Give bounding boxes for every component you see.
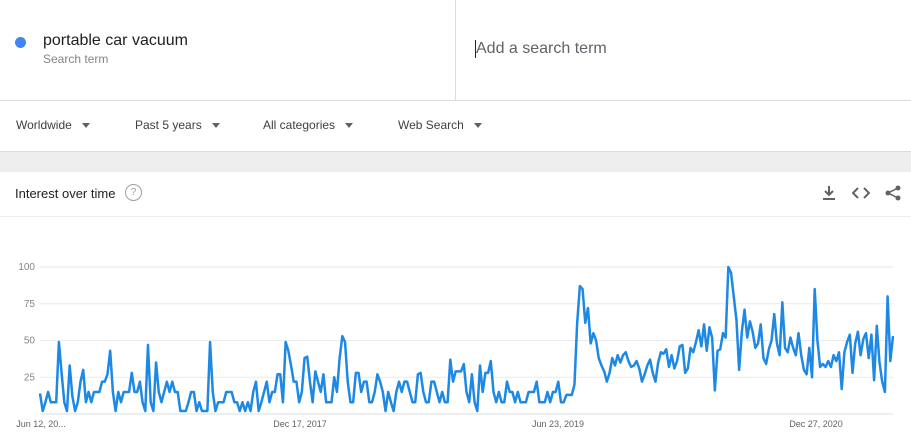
help-icon[interactable]: ? [125,184,142,201]
interest-over-time-card: Interest over time ? 25 50 75 100 Jun 12, 20… [0,172,911,442]
search-type-filter[interactable]: Web Search [398,118,482,132]
x-tick-label: Dec 27, 2020 [789,419,843,429]
card-header: Interest over time ? [0,172,911,217]
dropdown-arrow-icon [211,122,220,128]
time-range-filter-label: Past 5 years [135,118,202,132]
download-icon[interactable] [820,184,838,202]
series-line-portable-car-vacuum[interactable] [38,265,895,413]
share-icon[interactable] [884,184,902,202]
search-term-type: Search term [43,52,109,66]
region-filter[interactable]: Worldwide [16,118,90,132]
embed-icon[interactable] [852,184,870,202]
dropdown-arrow-icon [473,122,482,128]
y-tick-label: 75 [24,299,36,310]
search-term-name[interactable]: portable car vacuum [43,32,188,49]
section-divider [0,152,911,172]
region-filter-label: Worldwide [16,118,72,132]
search-term-card[interactable]: portable car vacuum Search term [0,0,456,100]
add-search-term-input[interactable] [476,36,876,62]
term-color-dot [15,37,26,48]
text-cursor [475,40,476,58]
search-terms-bar: portable car vacuum Search term [0,0,911,101]
x-tick-label: Dec 17, 2017 [273,419,327,429]
y-tick-label: 50 [24,336,36,347]
add-search-term-area[interactable] [457,0,911,100]
x-tick-label: Jun 12, 20... [16,419,66,429]
dropdown-arrow-icon [345,122,354,128]
x-tick-label: Jun 23, 2019 [532,419,584,429]
interest-chart[interactable]: 25 50 75 100 Jun 12, 20... Dec 17, 2017 Jun 23… [0,216,911,442]
filters-bar: Worldwide Past 5 years All categories We… [0,101,911,152]
card-title: Interest over time [15,186,116,201]
search-type-filter-label: Web Search [398,118,464,132]
category-filter-label: All categories [263,118,336,132]
time-range-filter[interactable]: Past 5 years [135,118,220,132]
dropdown-arrow-icon [81,122,90,128]
y-tick-label: 100 [18,262,35,273]
category-filter[interactable]: All categories [263,118,354,132]
y-tick-label: 25 [24,372,36,383]
